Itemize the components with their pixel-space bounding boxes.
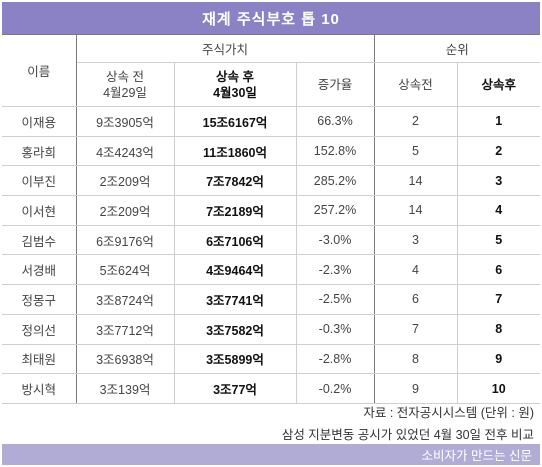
cell-rank-before: 14 [373, 195, 457, 226]
cell-increase: -0.3% [295, 314, 374, 345]
cell-before: 6조9176억 [76, 225, 174, 256]
table-row: 홍라희 4조4243억 11조1860억 152.8% 5 2 [2, 136, 541, 167]
cell-after: 7조7842억 [173, 165, 296, 197]
cell-before: 3조139억 [76, 373, 174, 404]
header-rank: 순위 [373, 34, 541, 63]
cell-before: 3조6938억 [76, 344, 174, 375]
cell-rank-after: 5 [456, 225, 541, 256]
table-row: 최태원 3조6938억 3조5899억 -2.8% 8 9 [2, 344, 541, 375]
cell-after: 3조7582억 [173, 314, 296, 345]
cell-rank-before: 9 [373, 373, 457, 404]
table-row: 정의선 3조7712억 3조7582억 -0.3% 7 8 [2, 314, 541, 345]
table-row: 정몽구 3조8724억 3조7741억 -2.5% 6 7 [2, 284, 541, 315]
cell-rank-after: 1 [456, 106, 541, 137]
cell-increase: 285.2% [295, 165, 374, 197]
cell-rank-after: 8 [456, 314, 541, 345]
cell-rank-before: 8 [373, 344, 457, 375]
cell-rank-before: 7 [373, 314, 457, 345]
cell-increase: 66.3% [295, 106, 374, 137]
publisher-footer: 소비자가 만드는 신문 [2, 444, 540, 465]
cell-after: 7조2189억 [173, 195, 296, 226]
cell-increase: 152.8% [295, 136, 374, 167]
cell-before: 2조209억 [76, 165, 174, 197]
cell-name: 이서현 [2, 195, 77, 226]
cell-rank-after: 10 [456, 373, 541, 404]
header-stock-value: 주식가치 [76, 34, 374, 63]
cell-after: 11조1860억 [173, 136, 296, 167]
header-before: 상속 전 4월29일 [76, 62, 174, 107]
header-name: 이름 [2, 34, 77, 107]
cell-rank-after: 4 [456, 195, 541, 226]
cell-increase: -2.3% [295, 254, 374, 286]
cell-rank-after: 2 [456, 136, 541, 167]
cell-rank-after: 7 [456, 284, 541, 315]
header-rank-after: 상속후 [456, 62, 541, 107]
header-increase: 증가율 [295, 62, 374, 107]
cell-before: 2조209억 [76, 195, 174, 226]
cell-name: 이부진 [2, 165, 77, 197]
cell-after: 3조7741억 [173, 284, 296, 315]
cell-before: 5조624억 [76, 254, 174, 286]
cell-increase: -0.2% [295, 373, 374, 404]
cell-name: 홍라희 [2, 136, 77, 167]
cell-after: 4조9464억 [173, 254, 296, 286]
header-before-line1: 상속 전 [106, 69, 144, 84]
cell-name: 정몽구 [2, 284, 77, 315]
cell-name: 방시혁 [2, 373, 77, 404]
cell-name: 서경배 [2, 254, 77, 286]
cell-increase: 257.2% [295, 195, 374, 226]
header-before-line2: 4월29일 [103, 85, 147, 100]
cell-after: 3조77억 [173, 373, 296, 404]
cell-rank-before: 3 [373, 225, 457, 256]
cell-name: 김범수 [2, 225, 77, 256]
comparison-note: 삼성 지분변동 공시가 있었던 4월 30일 전후 비교 [281, 428, 534, 442]
header-after: 상속 후 4월30일 [173, 62, 296, 107]
cell-before: 3조7712억 [76, 314, 174, 345]
header-after-line2: 4월30일 [213, 85, 257, 100]
cell-name: 정의선 [2, 314, 77, 345]
cell-before: 4조4243억 [76, 136, 174, 167]
table-row: 서경배 5조624억 4조9464억 -2.3% 4 6 [2, 254, 541, 286]
cell-rank-after: 9 [456, 344, 541, 375]
cell-rank-before: 6 [373, 284, 457, 315]
header-rank-before: 상속전 [373, 62, 457, 107]
cell-rank-before: 2 [373, 106, 457, 137]
cell-rank-after: 6 [456, 254, 541, 286]
table-row: 이부진 2조209억 7조7842억 285.2% 14 3 [2, 165, 541, 197]
header-after-line1: 상속 후 [216, 69, 254, 84]
cell-after: 15조6167억 [173, 106, 296, 137]
cell-rank-before: 4 [373, 254, 457, 286]
cell-before: 3조8724억 [76, 284, 174, 315]
cell-rank-before: 14 [373, 165, 457, 197]
table-row: 방시혁 3조139억 3조77억 -0.2% 9 10 [2, 373, 541, 404]
cell-increase: -2.5% [295, 284, 374, 315]
cell-name: 이재용 [2, 106, 77, 137]
cell-after: 3조5899억 [173, 344, 296, 375]
cell-increase: -3.0% [295, 225, 374, 256]
cell-name: 최태원 [2, 344, 77, 375]
source-note: 자료 : 전자공시시스템 (단위 : 원) [363, 406, 534, 420]
cell-before: 9조3905억 [76, 106, 174, 137]
cell-rank-before: 5 [373, 136, 457, 167]
stock-wealth-table: 이름 주식가치 순위 상속 전 4월29일 상속 후 4월30일 증가율 상속전… [2, 34, 541, 404]
cell-increase: -2.8% [295, 344, 374, 375]
cell-rank-after: 3 [456, 165, 541, 197]
cell-after: 6조7106억 [173, 225, 296, 256]
table-row: 이서현 2조209억 7조2189억 257.2% 14 4 [2, 195, 541, 226]
table-row: 이재용 9조3905억 15조6167억 66.3% 2 1 [2, 106, 541, 137]
table-row: 김범수 6조9176억 6조7106억 -3.0% 3 5 [2, 225, 541, 256]
table-title: 재계 주식부호 톱 10 [2, 2, 540, 34]
